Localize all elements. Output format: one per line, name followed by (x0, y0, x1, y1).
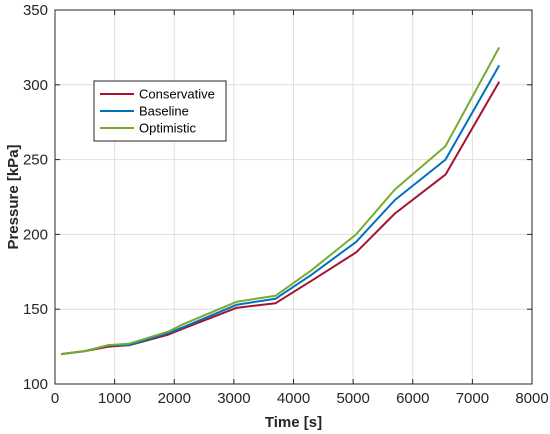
x-axis-label: Time [s] (265, 414, 322, 431)
x-tick-label: 7000 (456, 390, 489, 407)
y-tick-label: 100 (23, 376, 48, 393)
y-tick-label: 150 (23, 301, 48, 318)
legend-label: Conservative (139, 87, 215, 102)
ticks: 0 1000 2000 3000 4000 5000 6000 7000 8000 100 150 2… (23, 2, 549, 407)
legend-label: Baseline (139, 104, 189, 119)
y-tick-label: 300 (23, 77, 48, 94)
x-tick-label: 4000 (277, 390, 310, 407)
legend: Conservative Baseline Optimistic (93, 80, 227, 142)
series-lines (60, 46, 501, 356)
y-tick-label: 250 (23, 152, 48, 169)
series-line-conservative (60, 81, 501, 356)
x-tick-label: 6000 (396, 390, 429, 407)
x-tick-label: 3000 (217, 390, 250, 407)
legend-label: Optimistic (139, 121, 197, 136)
x-tick-label: 8000 (515, 390, 548, 407)
grid (54, 9, 533, 385)
series-line-optimistic (60, 46, 501, 356)
x-tick-label: 0 (51, 390, 59, 407)
y-tick-label: 350 (23, 2, 48, 19)
x-tick-label: 5000 (336, 390, 369, 407)
y-axis-label: Pressure [kPa] (5, 144, 22, 249)
y-tick-label: 200 (23, 226, 48, 243)
x-tick-label: 1000 (98, 390, 131, 407)
x-tick-label: 2000 (158, 390, 191, 407)
